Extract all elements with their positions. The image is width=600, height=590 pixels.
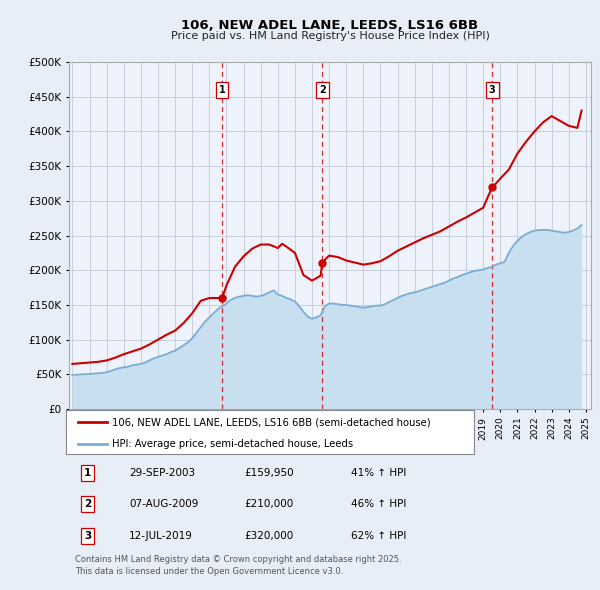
Text: 3: 3 bbox=[84, 530, 91, 540]
Text: 2: 2 bbox=[319, 85, 326, 95]
Text: £210,000: £210,000 bbox=[244, 499, 293, 509]
Text: 29-SEP-2003: 29-SEP-2003 bbox=[129, 468, 195, 478]
Text: Contains HM Land Registry data © Crown copyright and database right 2025.
This d: Contains HM Land Registry data © Crown c… bbox=[75, 555, 402, 576]
Text: 3: 3 bbox=[489, 85, 496, 95]
Text: 1: 1 bbox=[84, 468, 91, 478]
Text: 1: 1 bbox=[219, 85, 226, 95]
Text: Price paid vs. HM Land Registry's House Price Index (HPI): Price paid vs. HM Land Registry's House … bbox=[170, 31, 490, 41]
Text: 12-JUL-2019: 12-JUL-2019 bbox=[129, 530, 193, 540]
Text: 46% ↑ HPI: 46% ↑ HPI bbox=[351, 499, 406, 509]
FancyBboxPatch shape bbox=[67, 411, 473, 454]
Text: 62% ↑ HPI: 62% ↑ HPI bbox=[351, 530, 406, 540]
Text: 106, NEW ADEL LANE, LEEDS, LS16 6BB (semi-detached house): 106, NEW ADEL LANE, LEEDS, LS16 6BB (sem… bbox=[112, 417, 430, 427]
Text: HPI: Average price, semi-detached house, Leeds: HPI: Average price, semi-detached house,… bbox=[112, 439, 353, 449]
Text: 07-AUG-2009: 07-AUG-2009 bbox=[129, 499, 199, 509]
Text: £159,950: £159,950 bbox=[244, 468, 293, 478]
Text: 41% ↑ HPI: 41% ↑ HPI bbox=[351, 468, 406, 478]
Text: £320,000: £320,000 bbox=[244, 530, 293, 540]
Text: 106, NEW ADEL LANE, LEEDS, LS16 6BB: 106, NEW ADEL LANE, LEEDS, LS16 6BB bbox=[181, 19, 479, 32]
Text: 2: 2 bbox=[84, 499, 91, 509]
